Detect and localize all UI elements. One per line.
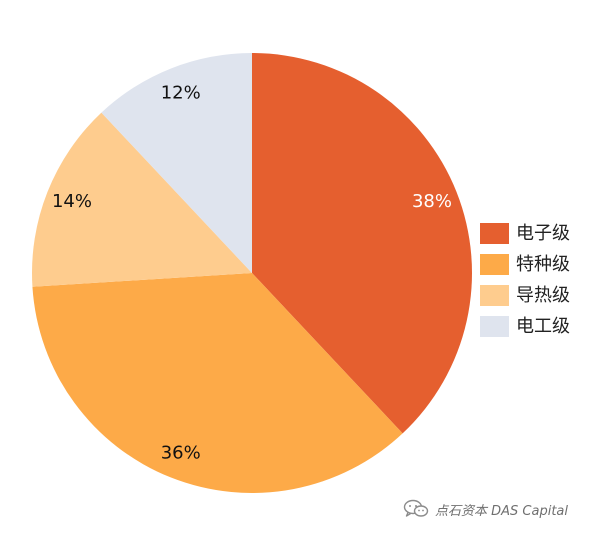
pie-slices (31, 53, 472, 494)
pie-slice-1 (252, 53, 472, 434)
pie-slice-2 (32, 273, 403, 494)
pie-slice-4 (101, 53, 253, 273)
wechat-icon (403, 499, 429, 517)
pie-labels: 38% 36% 14% 12% (52, 83, 452, 464)
slice-label-4: 12% (161, 83, 201, 104)
legend-swatch-3 (480, 285, 509, 306)
legend-swatch-2 (480, 254, 509, 275)
legend-label-2: 特种级 (516, 254, 570, 275)
slice-label-1: 38% (412, 191, 452, 212)
watermark: 点石资本 DAS Capital (403, 498, 568, 520)
legend-label-1: 电子级 (516, 223, 570, 244)
legend-label-4: 电工级 (516, 316, 570, 337)
watermark-text: 点石资本 DAS Capital (435, 503, 569, 519)
legend-label-3: 导热级 (516, 285, 570, 306)
slice-label-3: 14% (52, 191, 92, 212)
legend-swatch-4 (480, 316, 509, 337)
slice-label-2: 36% (161, 443, 201, 464)
pie-slice-3 (31, 112, 252, 287)
legend-swatch-1 (480, 223, 509, 244)
